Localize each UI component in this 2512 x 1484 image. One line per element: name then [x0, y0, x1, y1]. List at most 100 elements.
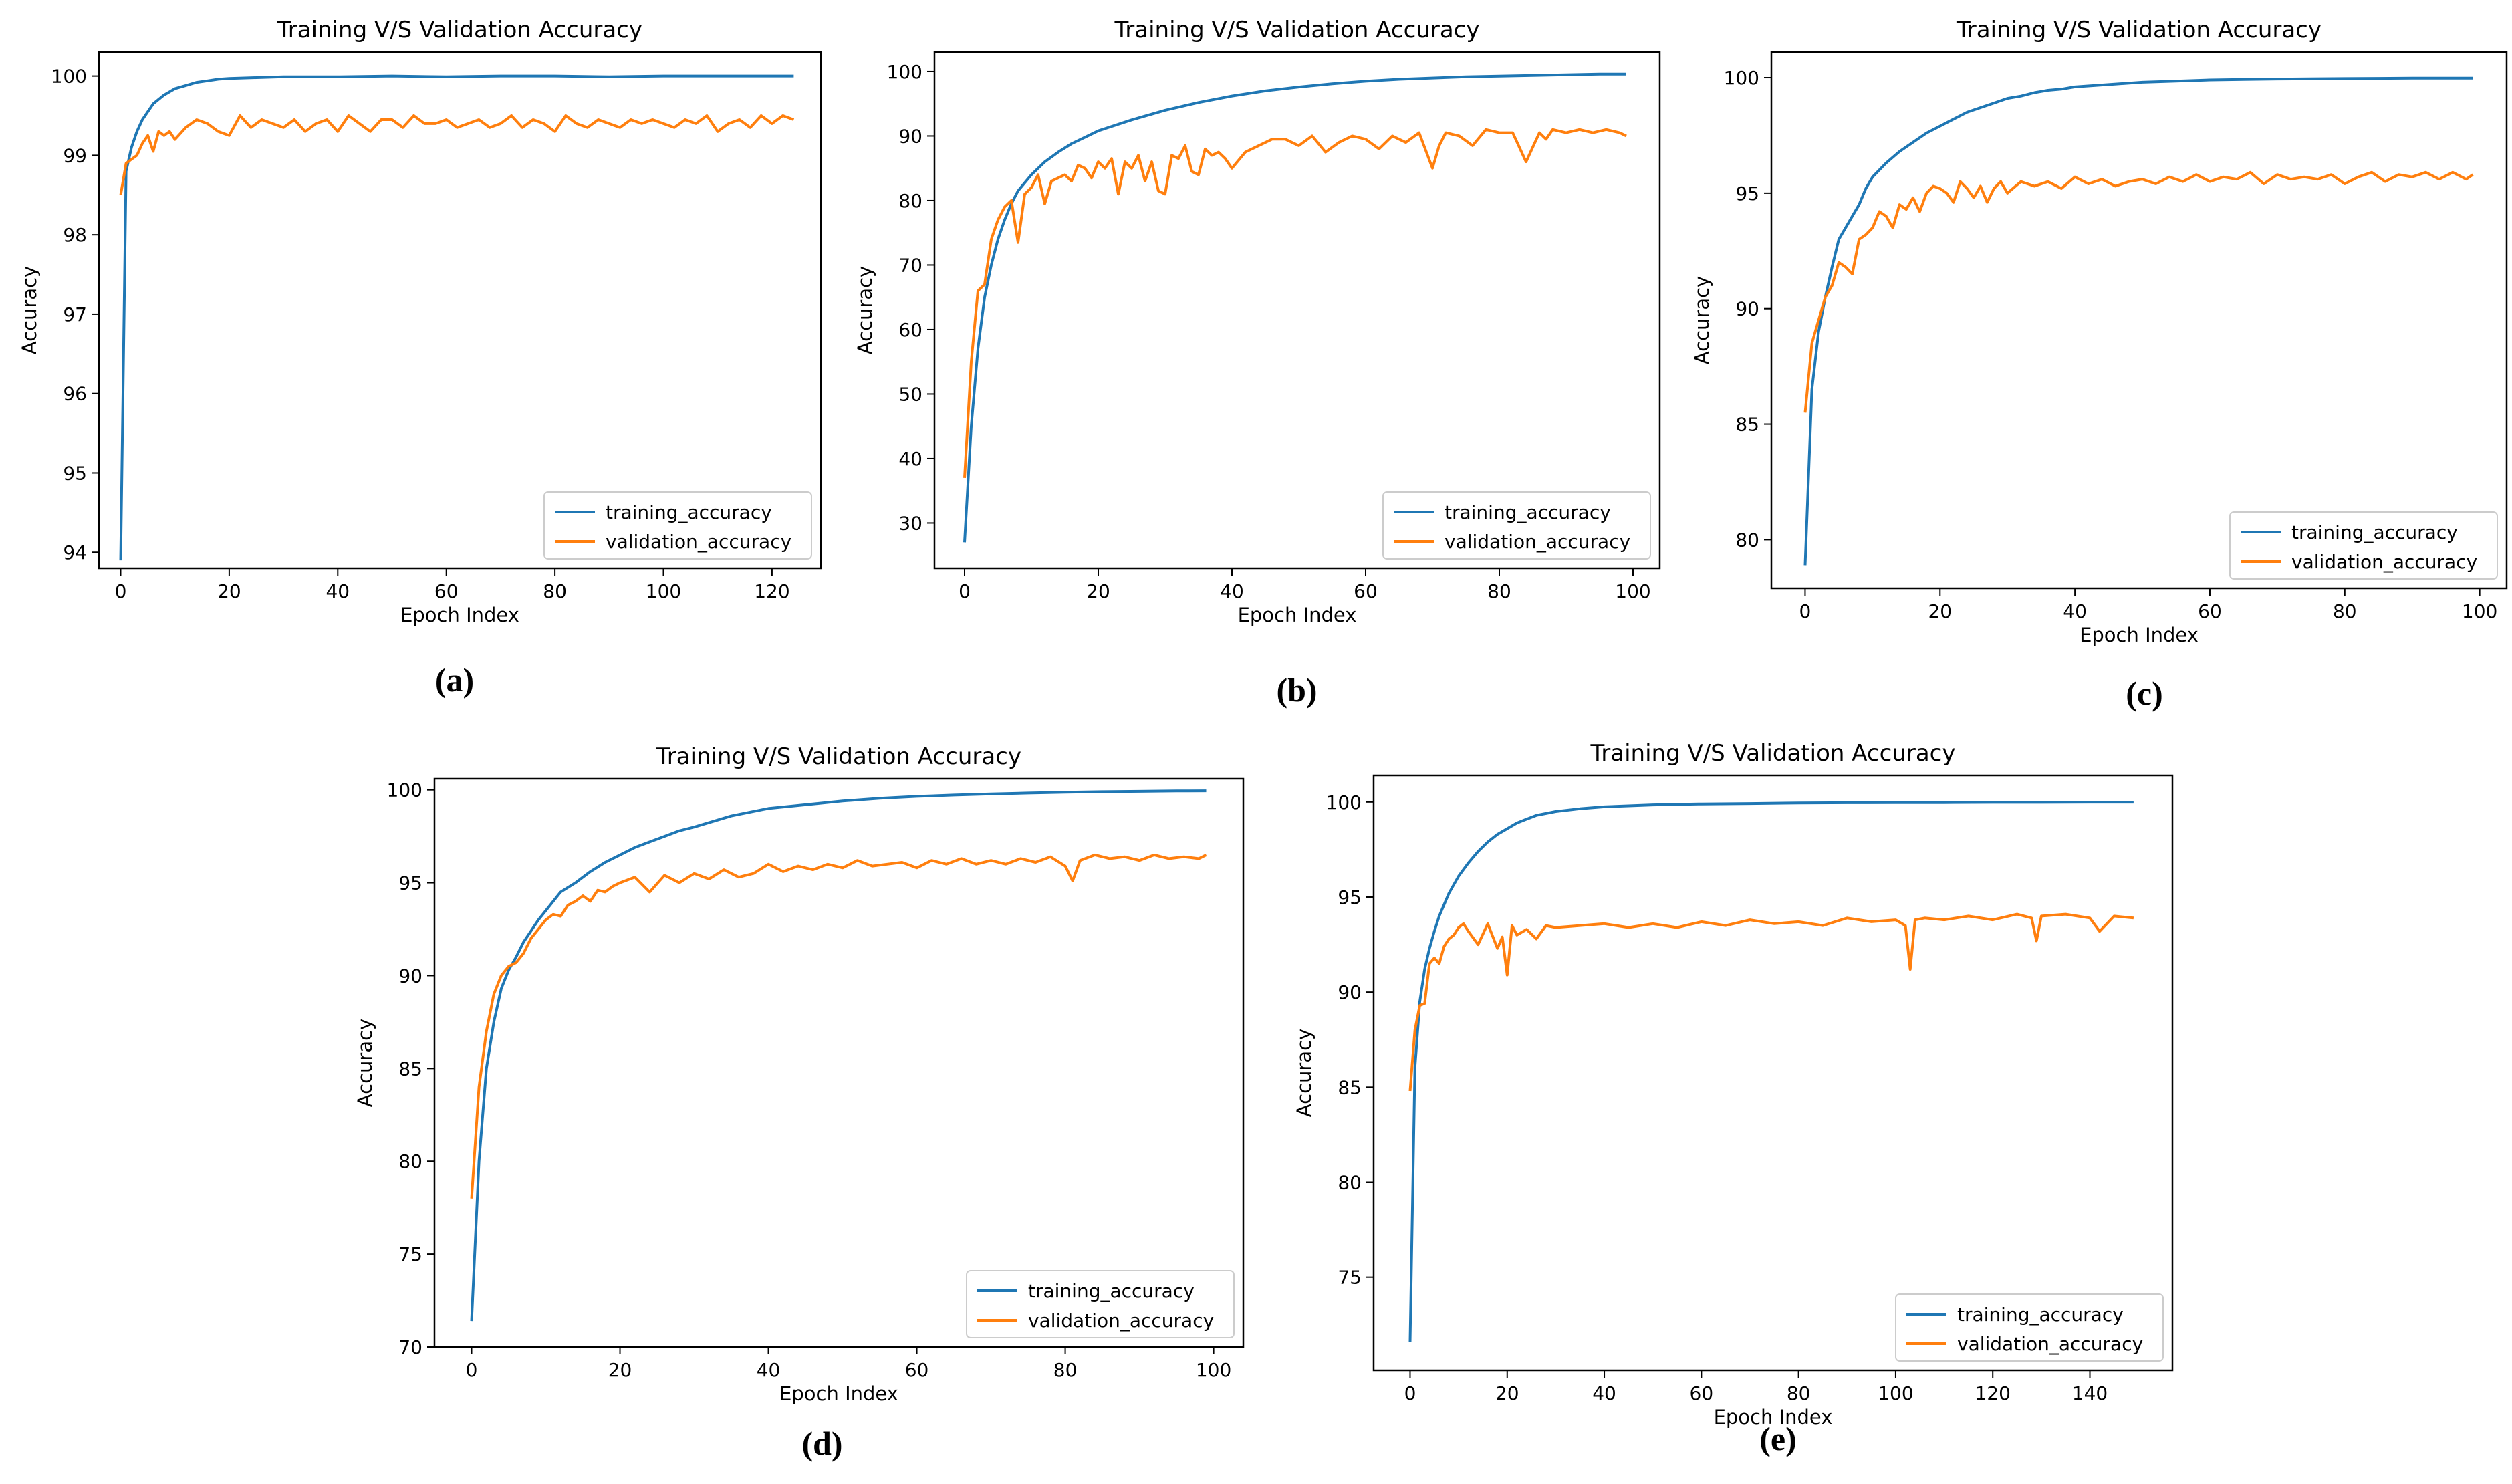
chart-e: 0 20 40 60 80 100 120 140 75 80 85 90 95 100 Training …	[1293, 740, 2174, 1429]
series-line-1	[963, 128, 1627, 479]
legend-label-0: training_accuracy	[1028, 1280, 1195, 1302]
x-tick-label: 40	[2063, 600, 2087, 622]
series-line-0	[470, 789, 1207, 1322]
y-tick-label: 80	[1338, 1171, 1362, 1193]
caption-b: (b)	[1276, 671, 1317, 709]
chart-title: Training V/S Validation Accuracy	[277, 17, 642, 43]
legend-label-1: validation_accuracy	[2291, 551, 2477, 573]
legend-label-0: training_accuracy	[2291, 521, 2458, 543]
chart-c: 0 20 40 60 80 100 80 85 90 95 100 Training V/S Vali…	[1690, 17, 2508, 646]
x-axis-label: Epoch Index	[779, 1382, 898, 1405]
y-tick-label: 95	[1735, 182, 1759, 205]
legend-box	[1895, 1293, 2164, 1362]
legend-label-1: validation_accuracy	[1028, 1310, 1214, 1332]
x-tick-label: 40	[1220, 580, 1244, 602]
y-tick-label: 70	[898, 254, 922, 276]
x-tick-label: 120	[1975, 1382, 2010, 1404]
series-line-1	[1803, 170, 2474, 413]
y-tick-label: 100	[387, 779, 422, 801]
chart-title: Training V/S Validation Accuracy	[1114, 17, 1480, 43]
chart-panel-b: 0 20 40 60 80 100 30 40 50 60 70 80 90 100 Training V/…	[836, 0, 1671, 709]
x-tick-label: 60	[1354, 580, 1378, 602]
x-tick-label: 100	[1878, 1382, 1913, 1404]
y-tick-label: 80	[1735, 529, 1759, 551]
chart-title: Training V/S Validation Accuracy	[656, 743, 1021, 770]
x-tick-label: 40	[1592, 1382, 1616, 1404]
y-tick-label: 85	[1338, 1076, 1362, 1098]
chart-title: Training V/S Validation Accuracy	[1956, 17, 2321, 43]
y-axis-label: Accuracy	[1293, 1029, 1315, 1117]
y-tick-label: 90	[1338, 981, 1362, 1003]
plot-frame	[933, 51, 1661, 570]
x-tick-label: 0	[959, 580, 971, 602]
y-tick-label: 80	[398, 1150, 422, 1172]
x-tick-label: 0	[115, 580, 127, 602]
y-tick-label: 50	[898, 383, 922, 405]
legend-box	[966, 1270, 1235, 1338]
x-tick-label: 40	[326, 580, 350, 602]
x-tick-label: 100	[1196, 1359, 1231, 1381]
series-line-1	[1408, 912, 2134, 1092]
y-tick-label: 75	[398, 1243, 422, 1265]
y-tick-label: 98	[63, 224, 87, 246]
y-tick-label: 85	[398, 1058, 422, 1080]
x-tick-label: 100	[646, 580, 681, 602]
chart-panel-d: 0 20 40 60 80 100 70 75 80 85 90 95 100 Training V/S …	[341, 709, 1250, 1471]
y-tick-label: 70	[398, 1336, 422, 1358]
legend-box	[543, 491, 812, 560]
chart-title: Training V/S Validation Accuracy	[1590, 740, 1956, 767]
x-tick-label: 100	[1615, 580, 1650, 602]
legend-label-1: validation_accuracy	[606, 531, 791, 553]
chart-a: 0 20 40 60 80 100 120 94 95 96 97 98 99 100 Training V…	[18, 17, 822, 626]
x-tick-label: 20	[1495, 1382, 1519, 1404]
x-tick-label: 120	[754, 580, 789, 602]
y-axis-label: Accuracy	[854, 266, 876, 354]
series-line-0	[1803, 76, 2473, 566]
x-tick-label: 60	[905, 1359, 929, 1381]
x-tick-label: 0	[1404, 1382, 1416, 1404]
y-tick-label: 60	[898, 319, 922, 341]
x-tick-label: 80	[1787, 1382, 1811, 1404]
y-tick-label: 100	[1724, 67, 1759, 89]
y-tick-label: 100	[1326, 791, 1362, 814]
y-tick-label: 95	[1338, 886, 1362, 908]
x-tick-label: 100	[2462, 600, 2497, 622]
x-tick-label: 80	[2333, 600, 2357, 622]
legend-box	[1382, 491, 1651, 560]
x-tick-label: 20	[217, 580, 241, 602]
y-tick-label: 94	[63, 541, 87, 564]
y-tick-label: 95	[398, 872, 422, 894]
y-tick-label: 80	[898, 190, 922, 212]
y-tick-label: 90	[898, 125, 922, 147]
x-tick-label: 40	[757, 1359, 781, 1381]
series-line-1	[470, 853, 1207, 1199]
plot-frame	[98, 51, 822, 570]
y-tick-label: 100	[887, 61, 922, 83]
chart-panel-a: 0 20 40 60 80 100 120 94 95 96 97 98 99 100 Training V…	[0, 0, 829, 699]
x-tick-label: 140	[2072, 1382, 2108, 1404]
y-tick-label: 85	[1735, 414, 1759, 436]
x-tick-label: 20	[1928, 600, 1952, 622]
legend-label-0: training_accuracy	[1957, 1304, 2124, 1326]
chart-panel-c: 0 20 40 60 80 100 80 85 90 95 100 Training V/S Vali…	[1678, 0, 2512, 712]
y-tick-label: 95	[63, 462, 87, 484]
x-axis-label: Epoch Index	[1238, 604, 1357, 626]
x-tick-label: 60	[434, 580, 459, 602]
legend-box	[2229, 511, 2498, 580]
y-tick-label: 40	[898, 448, 922, 470]
plot-frame	[1770, 51, 2508, 590]
x-tick-label: 0	[1799, 600, 1811, 622]
x-axis-label: Epoch Index	[1714, 1406, 1833, 1429]
y-axis-label: Accuracy	[1690, 276, 1713, 364]
chart-panel-e: 0 20 40 60 80 100 120 140 75 80 85 90 95 100 Training …	[1257, 709, 2179, 1471]
y-axis-label: Accuracy	[354, 1019, 376, 1107]
caption-e: (e)	[1759, 1420, 1797, 1457]
y-tick-label: 99	[63, 144, 87, 166]
y-axis-label: Accuracy	[18, 266, 41, 354]
plot-frame	[433, 777, 1245, 1348]
y-tick-label: 90	[1735, 298, 1759, 320]
series-line-1	[119, 114, 795, 196]
series-line-0	[119, 74, 794, 561]
x-tick-label: 60	[2198, 600, 2222, 622]
y-tick-label: 100	[51, 66, 87, 88]
